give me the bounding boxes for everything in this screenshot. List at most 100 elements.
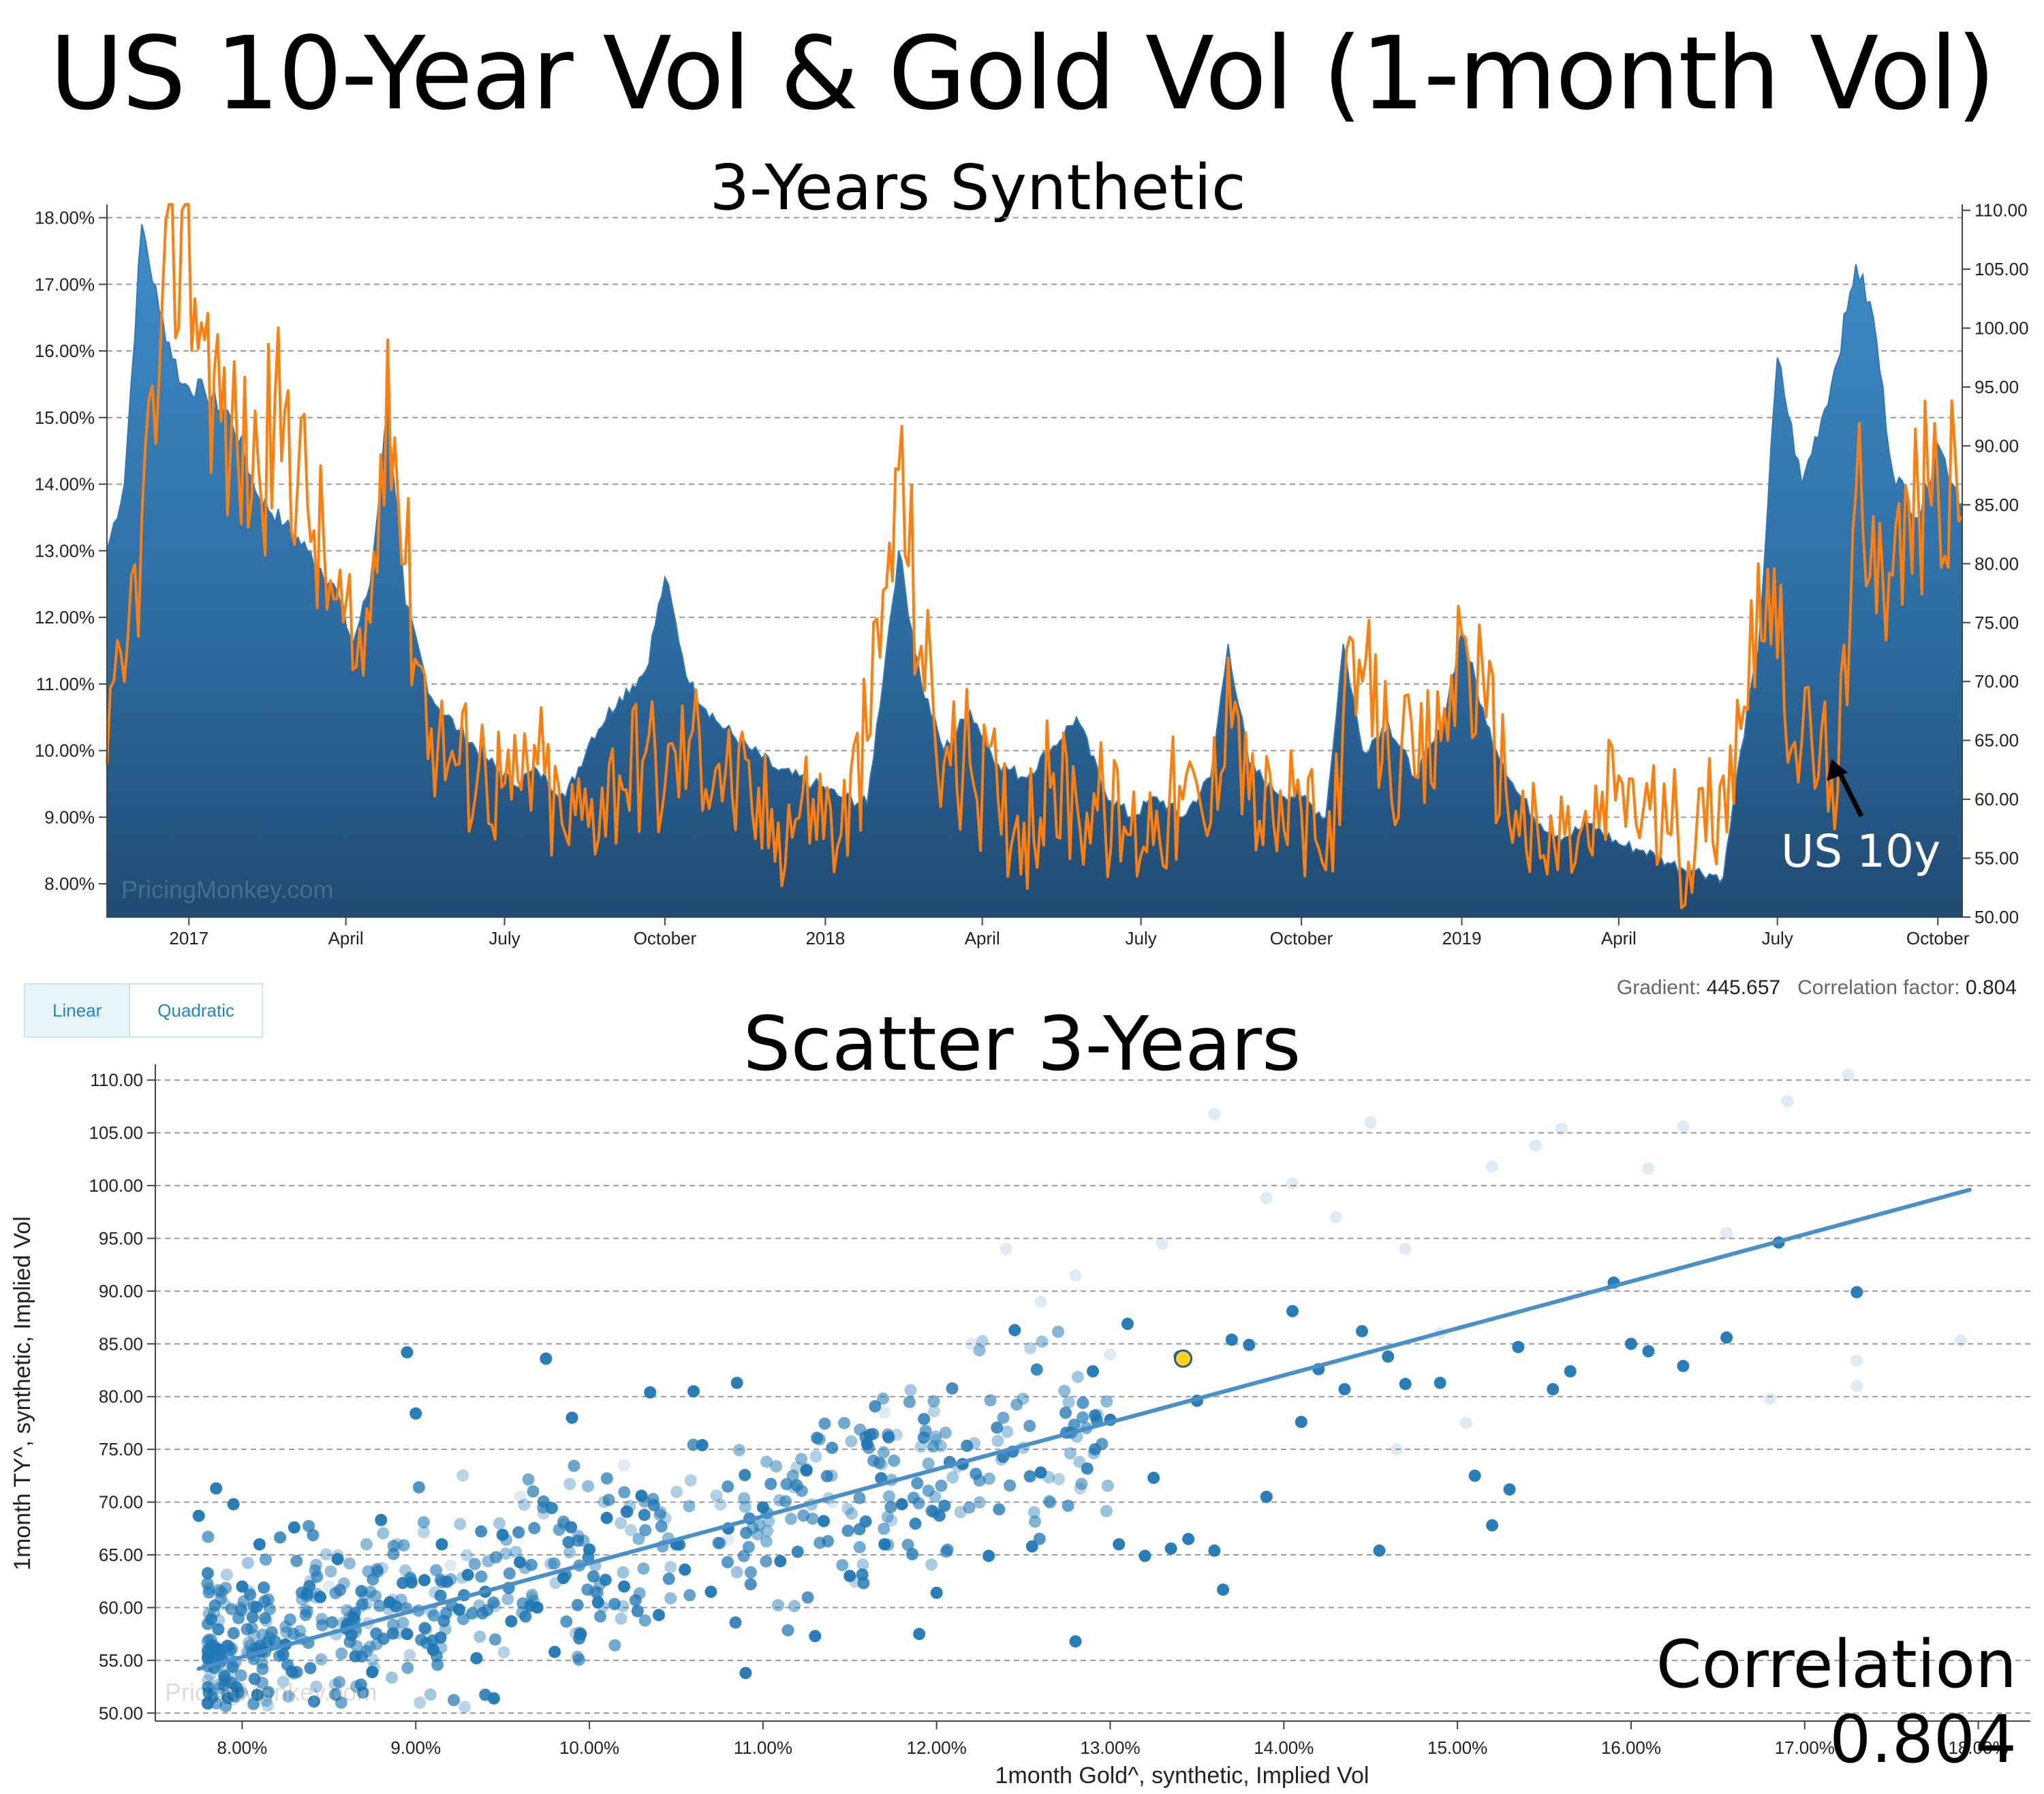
scatter-point [885, 1514, 898, 1527]
x-tick-label: April [328, 928, 364, 948]
scatter-point [560, 1615, 573, 1628]
scatter-point [501, 1592, 514, 1605]
x-tick-label: October [634, 928, 697, 948]
scatter-point [225, 1603, 238, 1615]
scatter-point [973, 1344, 986, 1357]
scatter-point [843, 1569, 856, 1582]
scatter-point [326, 1616, 339, 1628]
scatter-point [822, 1535, 834, 1547]
scatter-point [290, 1555, 303, 1567]
scatter-point-faded [965, 1337, 978, 1350]
scatter-point [456, 1613, 469, 1626]
scatter-point [995, 1453, 1008, 1466]
scatter-point [954, 1506, 967, 1519]
scatter-point [527, 1485, 540, 1498]
scatter-point [644, 1386, 657, 1399]
scatter-point [670, 1485, 683, 1498]
scatter-point [215, 1586, 228, 1599]
scatter-point [241, 1623, 253, 1636]
regression-line [196, 1188, 1972, 1671]
scatter-point [1081, 1462, 1094, 1475]
x-tick-label: October [1906, 928, 1970, 948]
scatter-point [324, 1565, 337, 1578]
scatter-point [247, 1697, 260, 1710]
scatter-point-faded [1390, 1443, 1403, 1456]
y-right-tick-label: 55.00 [1975, 848, 2019, 869]
scatter-point [563, 1477, 576, 1490]
y-right-tick-label: 65.00 [1975, 730, 2019, 751]
scatter-point [774, 1555, 787, 1568]
scatter-point [519, 1610, 532, 1623]
scatter-point [633, 1587, 646, 1600]
scatter-title: Scatter 3-Years [743, 1000, 1301, 1087]
scatter-point [1077, 1411, 1089, 1424]
scatter-point [356, 1598, 369, 1611]
y-right-tick-label: 60.00 [1975, 789, 2019, 809]
correlation-value: 0.804 [1965, 976, 2017, 999]
scatter-point [219, 1700, 232, 1713]
scatter-point [427, 1609, 440, 1622]
scatter-point [939, 1426, 952, 1439]
scatter-point [1113, 1538, 1126, 1551]
scatter-point-faded [1000, 1242, 1012, 1255]
us10y-label: US 10y [1781, 825, 1940, 878]
scatter-point [884, 1500, 897, 1513]
scatter-point-faded [1399, 1242, 1412, 1255]
scatter-point [760, 1535, 773, 1548]
scatter-point [800, 1464, 813, 1477]
x-tick-label: 2017 [169, 928, 208, 948]
scatter-point [1052, 1325, 1064, 1338]
x-tick-label: July [1125, 928, 1156, 948]
scatter-point-faded [322, 1580, 335, 1593]
scatter-point [192, 1509, 205, 1522]
scatter-point [208, 1607, 221, 1619]
scatter-point [1101, 1479, 1114, 1492]
scatter-point [973, 1496, 986, 1509]
scatter-point [505, 1615, 518, 1628]
scatter-y-tick-label: 75.00 [99, 1439, 143, 1459]
scatter-point [928, 1405, 940, 1418]
scatter-x-tick-label: 16.00% [1601, 1737, 1661, 1758]
highlight-point [1174, 1349, 1193, 1368]
scatter-point [608, 1598, 621, 1611]
scatter-point [788, 1600, 801, 1613]
scatter-point [577, 1534, 590, 1547]
y-left-tick-label: 17.00% [35, 274, 95, 294]
scatter-point [935, 1479, 948, 1492]
scatter-point [744, 1578, 757, 1591]
scatter-point [1217, 1583, 1230, 1596]
scatter-point [1068, 1419, 1081, 1432]
scatter-point [841, 1524, 854, 1537]
scatter-point [341, 1604, 354, 1617]
scatter-point-faded [444, 1559, 457, 1572]
scatter-point [301, 1605, 314, 1618]
scatter-x-tick-label: 17.00% [1775, 1737, 1835, 1758]
scatter-point [683, 1500, 696, 1513]
scatter-point [730, 1566, 743, 1579]
scatter-point [386, 1627, 399, 1640]
scatter-point [632, 1532, 645, 1545]
scatter-point [811, 1432, 824, 1444]
scatter-y-tick-label: 70.00 [99, 1492, 143, 1513]
scatter-point [1164, 1542, 1177, 1555]
quadratic-button[interactable]: Quadratic [157, 1000, 235, 1021]
scatter-point-faded [1677, 1120, 1690, 1133]
scatter-y-tick-label: 100.00 [89, 1175, 143, 1196]
scatter-point [427, 1643, 439, 1656]
scatter-point [441, 1575, 453, 1588]
timeseries-area-layer [106, 224, 1963, 918]
scatter-point [856, 1558, 869, 1571]
scatter-point [1023, 1419, 1036, 1432]
scatter-y-tick-label: 95.00 [99, 1228, 143, 1248]
linear-button[interactable]: Linear [25, 985, 131, 1036]
scatter-point [762, 1515, 775, 1528]
scatter-point [294, 1624, 307, 1637]
scatter-y-tick-label: 90.00 [99, 1281, 143, 1301]
scatter-point [414, 1696, 427, 1709]
scatter-point [332, 1675, 345, 1688]
scatter-point [356, 1650, 369, 1662]
scatter-point [903, 1395, 916, 1408]
scatter-point [785, 1513, 797, 1526]
scatter-point [566, 1411, 578, 1424]
scatter-point [461, 1568, 474, 1581]
